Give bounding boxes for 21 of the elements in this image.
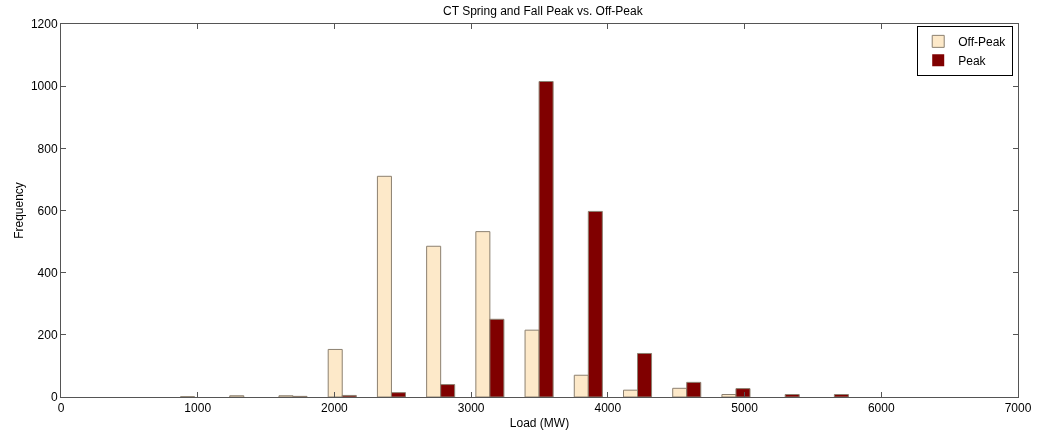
y-tick-label: 1000 xyxy=(30,79,58,94)
y-tick-label: 1200 xyxy=(30,17,58,32)
y-axis-title: Frequency xyxy=(12,182,27,239)
chart-title: CT Spring and Fall Peak vs. Off-Peak xyxy=(443,4,644,18)
y-tick-label: 400 xyxy=(37,265,58,280)
x-tick-label: 1000 xyxy=(184,401,212,416)
legend-label: Off-Peak xyxy=(958,35,1007,50)
x-tick-label: 3000 xyxy=(457,401,485,416)
y-tick-label: 600 xyxy=(37,203,58,218)
x-tick-label: 2000 xyxy=(321,401,349,416)
legend-label: Peak xyxy=(958,54,987,69)
y-tick-label: 200 xyxy=(37,328,58,343)
x-axis-title: Load (MW) xyxy=(509,416,570,431)
x-tick-label: 6000 xyxy=(867,401,895,416)
y-tick-label: 800 xyxy=(37,141,58,156)
x-tick-label: 7000 xyxy=(1004,401,1032,416)
y-tick-label: 0 xyxy=(50,390,58,405)
bar xyxy=(833,394,849,397)
x-tick-label: 5000 xyxy=(731,401,759,416)
bar xyxy=(784,394,800,397)
x-tick-label: 4000 xyxy=(594,401,622,416)
